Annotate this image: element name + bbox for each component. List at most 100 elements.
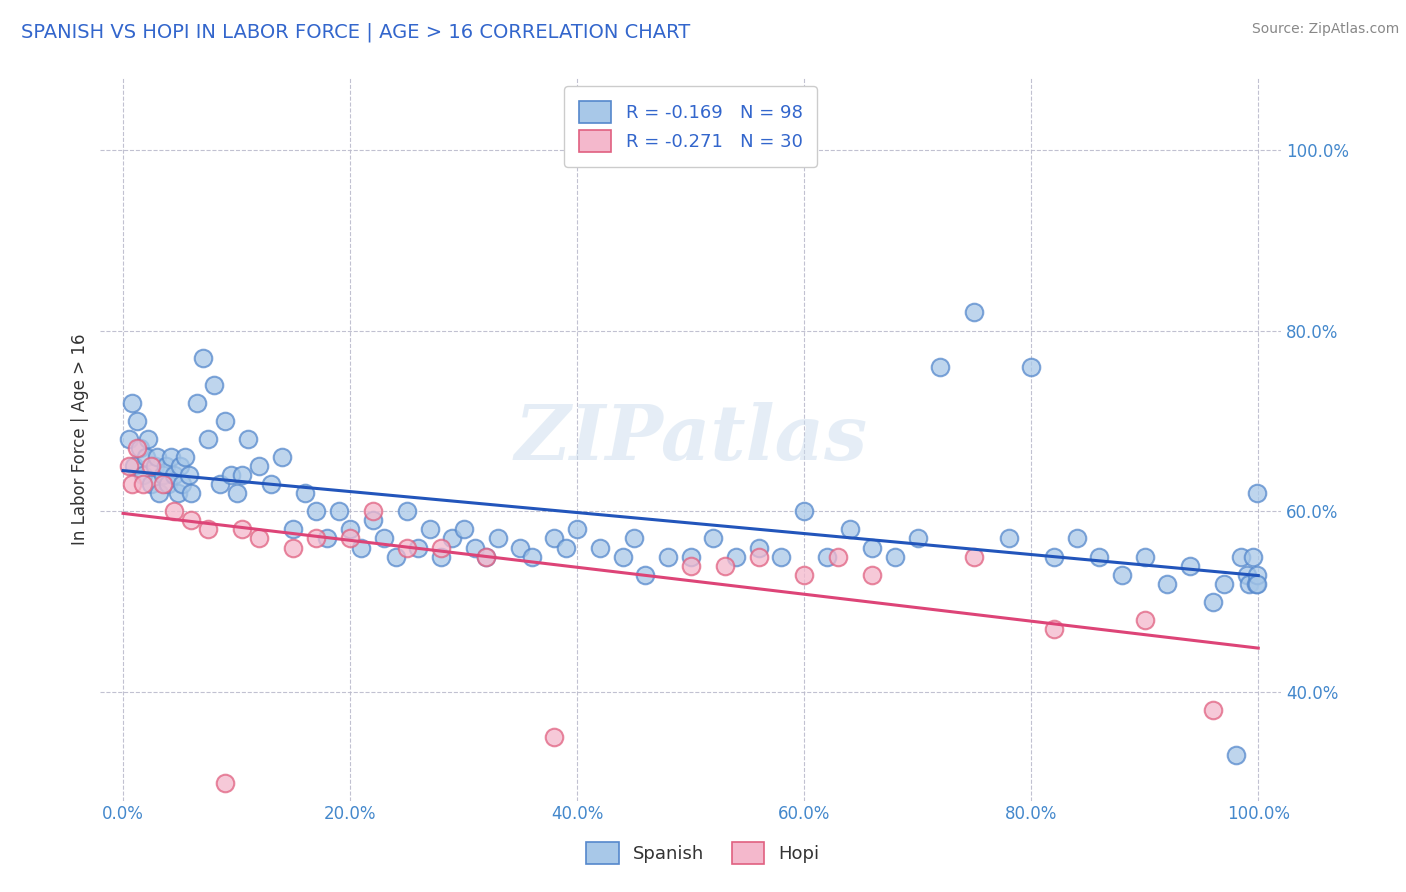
Point (191, 351, 214, 365)
Point (166, 486, 188, 500)
Point (1066, 532, 1088, 546)
Point (186, 396, 208, 410)
Point (283, 523, 305, 537)
Point (1133, 613, 1156, 627)
Point (657, 549, 679, 564)
Point (634, 567, 657, 582)
Point (838, 523, 860, 537)
Point (163, 468, 186, 483)
Point (259, 477, 281, 491)
Point (430, 549, 453, 564)
Point (565, 523, 588, 537)
Point (509, 541, 531, 555)
Point (453, 523, 475, 537)
Point (475, 549, 498, 564)
Point (860, 567, 883, 582)
Point (174, 450, 197, 464)
Point (748, 541, 770, 555)
Point (350, 541, 373, 555)
Point (419, 523, 441, 537)
Point (121, 477, 143, 491)
Point (464, 541, 486, 555)
Point (384, 549, 406, 564)
Point (159, 450, 181, 464)
Point (1043, 549, 1066, 564)
Point (247, 532, 270, 546)
Point (748, 549, 770, 564)
Point (395, 541, 418, 555)
Point (136, 432, 159, 446)
Point (214, 775, 236, 789)
Point (1043, 622, 1066, 636)
Text: Source: ZipAtlas.com: Source: ZipAtlas.com (1251, 22, 1399, 37)
Point (1133, 549, 1156, 564)
Point (1246, 486, 1268, 500)
Point (271, 450, 294, 464)
Point (713, 558, 735, 573)
Point (475, 549, 498, 564)
Point (612, 549, 634, 564)
Point (361, 504, 384, 518)
Point (793, 504, 815, 518)
Point (1156, 576, 1178, 591)
Point (163, 504, 186, 518)
Point (125, 441, 148, 455)
Point (197, 432, 219, 446)
Point (155, 459, 177, 474)
Point (180, 513, 202, 527)
Point (1202, 595, 1225, 609)
Point (214, 414, 236, 428)
Point (208, 477, 231, 491)
Point (124, 459, 146, 474)
Point (884, 549, 907, 564)
Point (141, 459, 163, 474)
Point (305, 504, 328, 518)
Point (141, 477, 163, 491)
Point (180, 486, 202, 500)
Point (441, 532, 464, 546)
Text: ZIPatlas: ZIPatlas (515, 402, 868, 476)
Point (373, 532, 395, 546)
Point (294, 486, 316, 500)
Point (118, 432, 141, 446)
Point (963, 549, 986, 564)
Point (247, 459, 270, 474)
Point (1178, 558, 1201, 573)
Point (520, 549, 543, 564)
Point (152, 468, 174, 483)
Point (679, 558, 702, 573)
Point (406, 541, 429, 555)
Point (236, 432, 259, 446)
Point (339, 523, 361, 537)
Point (554, 541, 576, 555)
Point (1230, 549, 1253, 564)
Point (997, 532, 1019, 546)
Point (702, 532, 724, 546)
Point (169, 459, 191, 474)
Point (219, 468, 242, 483)
Point (143, 459, 166, 474)
Point (1236, 567, 1258, 582)
Point (157, 477, 180, 491)
Point (1237, 576, 1260, 591)
Point (929, 359, 952, 374)
Point (305, 532, 328, 546)
Point (146, 450, 169, 464)
Point (152, 477, 174, 491)
Point (328, 504, 350, 518)
Point (860, 541, 883, 555)
Point (231, 523, 253, 537)
Point (486, 532, 509, 546)
Point (430, 541, 453, 555)
Point (1246, 576, 1268, 591)
Point (1019, 359, 1042, 374)
Point (1088, 549, 1111, 564)
Point (316, 532, 339, 546)
Point (793, 567, 815, 582)
Point (1241, 549, 1264, 564)
Point (202, 377, 225, 392)
Point (725, 549, 748, 564)
Legend: R = -0.169   N = 98, R = -0.271   N = 30: R = -0.169 N = 98, R = -0.271 N = 30 (564, 87, 817, 167)
Point (118, 459, 141, 474)
Point (132, 477, 155, 491)
